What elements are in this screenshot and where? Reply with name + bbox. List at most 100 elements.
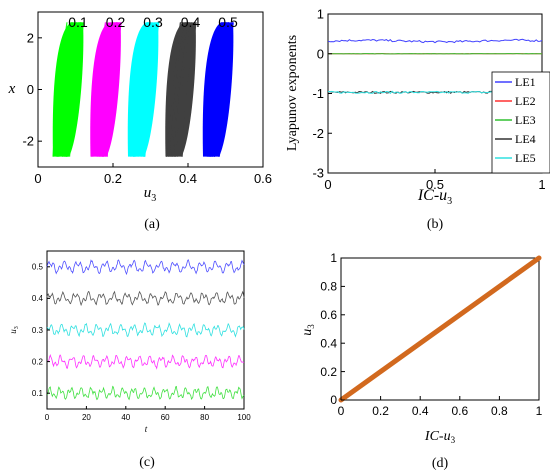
panel-c: 0 20 40 60 80 100 0.5 0.4 0.3 0.2 0.1 t u3 (c) (8, 250, 251, 470)
trajectory-strand (99, 22, 115, 157)
trajectory-strand (68, 22, 85, 157)
legend-entry: LE4 (515, 132, 536, 146)
trajectory-strand (100, 22, 116, 157)
legend-entry: LE1 (515, 75, 536, 89)
panel-a: 0 0.2 0.4 0.6 -2 0 2 0.1 0.2 0.3 0.4 0.5 u3 x (a) (8, 11, 272, 232)
trajectory-strand (106, 22, 122, 157)
trajectory-strand (104, 22, 120, 157)
y-tick-label: 0.8 (320, 280, 337, 294)
trajectory-strand (63, 22, 80, 157)
trajectory-strand (181, 22, 197, 157)
x-tick-label: 60 (161, 413, 170, 422)
series-label: 0.3 (143, 14, 163, 30)
trajectory-strand (144, 22, 160, 157)
series-label: 0.4 (181, 14, 201, 30)
x-tick-label: 0.5 (426, 177, 444, 192)
series-line-0.4 (46, 290, 245, 307)
y-tick-label: 1 (330, 251, 337, 265)
y-tick-label: -2 (312, 126, 324, 141)
trajectory-strand (143, 22, 159, 157)
x-tick-label: 0 (34, 171, 41, 186)
y-tick-label: 0 (330, 393, 337, 407)
trajectory-strand (172, 22, 188, 157)
x-tick-label: 0.2 (104, 171, 122, 186)
trajectory-strand (206, 22, 222, 157)
trajectory-strand (90, 22, 107, 157)
axes-frame (340, 257, 540, 401)
series-label: 0.1 (68, 14, 88, 30)
series-line-0.3 (46, 322, 245, 338)
panel-label: (d) (432, 456, 449, 471)
panel-label: (b) (427, 217, 444, 232)
trajectory-strand (65, 22, 82, 157)
panel-label: (c) (139, 455, 155, 470)
xlabel: IC-u3 (417, 187, 452, 207)
trajectory-strand (96, 22, 112, 157)
panel-d: 0 0.2 0.4 0.6 0.8 1 1 0.8 0.6 0.4 0.2 0 IC-u3 u3 (d… (300, 251, 543, 471)
trajectory-strand (165, 22, 182, 157)
trajectory-strand (57, 22, 73, 157)
trajectory-strand (130, 22, 146, 157)
xlabel: t (145, 424, 148, 434)
trajectory-strand (102, 22, 118, 157)
x-tick-label: 0.8 (491, 404, 508, 418)
panel-b: 0 0.5 1 1 0 -1 -2 -3 LE1 LE2 LE3 LE4 LE5 IC-u3 Lyap… (285, 7, 550, 232)
y-tick-label: 0.3 (32, 326, 44, 335)
trajectory-strand (171, 22, 187, 157)
trajectory-strand (137, 22, 153, 157)
trajectory-strand (213, 22, 230, 157)
x-tick-label: 0.4 (179, 171, 197, 186)
series-line-0.5 (46, 258, 245, 276)
trajectory-strand (176, 22, 193, 157)
y-tick-label: 0.2 (32, 357, 44, 366)
legend-entry: LE5 (515, 151, 536, 165)
ylabel: u3 (8, 326, 20, 334)
trajectory-strand (64, 22, 80, 157)
y-tick-label: 0.2 (320, 365, 337, 379)
xlabel: IC-u3 (424, 429, 456, 445)
y-tick-label: 0 (27, 82, 34, 97)
trajectory-strand (218, 22, 234, 157)
trajectory-strand (174, 22, 191, 157)
panel-label: (a) (144, 217, 160, 232)
y-tick-label: 2 (27, 30, 34, 45)
trajectory-strand (135, 22, 151, 157)
y-tick-label: 0 (317, 46, 324, 61)
x-tick-label: 0.6 (254, 171, 272, 186)
series-line-LE1 (327, 38, 543, 44)
trajectory-strand (174, 22, 190, 157)
legend-entry: LE2 (515, 94, 536, 108)
trajectory-strand (210, 22, 226, 157)
xlabel: u3 (144, 185, 157, 204)
legend-entry: LE3 (515, 113, 536, 127)
trajectory-strand (169, 22, 186, 157)
trajectory-strand (56, 22, 72, 157)
trajectory-strand (101, 22, 117, 157)
legend: LE1 LE2 LE3 LE4 LE5 (491, 71, 550, 174)
ylabel: Lyapunov exponents (285, 35, 300, 151)
trajectory-strand (217, 22, 234, 157)
trajectory-strand (67, 22, 83, 157)
y-tick-label: 1 (317, 7, 324, 22)
identity-line (338, 255, 542, 403)
x-tick-label: 40 (121, 413, 130, 422)
trajectory-strand (52, 22, 68, 157)
ylabel: x (8, 81, 16, 97)
y-tick-label: 0.5 (32, 263, 44, 272)
trajectory-strand (133, 22, 149, 157)
trajectory-strand (140, 22, 156, 157)
x-tick-label: 20 (82, 413, 91, 422)
trajectory-strand (58, 22, 74, 157)
trajectory-strand (132, 22, 148, 157)
y-tick-label: -3 (312, 166, 324, 181)
trajectory-strand (134, 22, 150, 157)
x-tick-label: 100 (237, 413, 251, 422)
series-line-0.2 (46, 354, 245, 370)
y-tick-label: 0.6 (320, 308, 337, 322)
x-tick-label: 0.4 (412, 404, 429, 418)
trajectory-strand (167, 22, 184, 157)
x-tick-label: 0.6 (451, 404, 468, 418)
x-tick-label: 0 (338, 404, 345, 418)
trajectory-strand (208, 22, 224, 157)
y-tick-label: 0.1 (32, 389, 44, 398)
